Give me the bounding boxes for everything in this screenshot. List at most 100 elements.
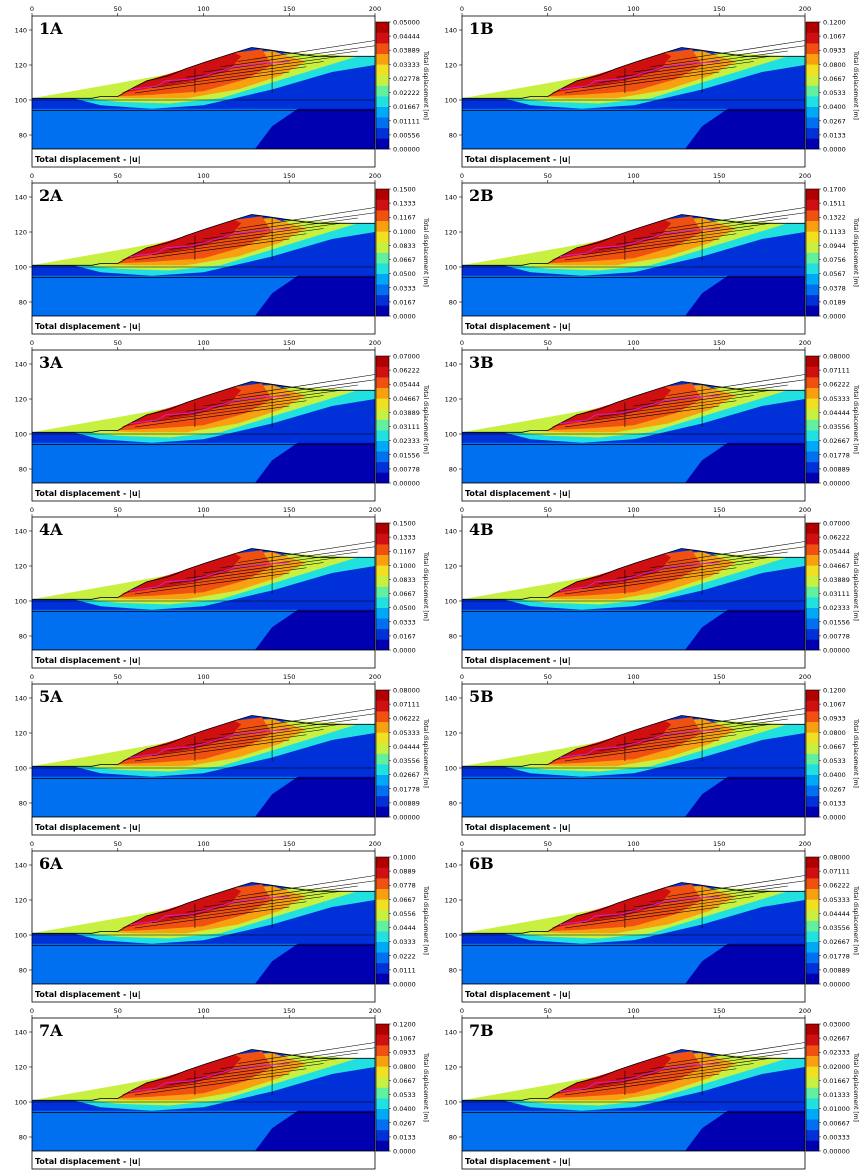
- colorbar-frame: [375, 355, 390, 484]
- colorbar-segment: [806, 377, 819, 389]
- colorbar-tick-label: 0.0567: [823, 270, 846, 278]
- sky-area: [462, 517, 805, 600]
- colorbar-segment: [376, 1076, 389, 1088]
- soil-nail-line: [152, 734, 307, 757]
- colorbar-segment: [806, 857, 819, 868]
- x-tick-label: 50: [544, 172, 552, 180]
- y-tick-label: 100: [445, 598, 457, 606]
- colorbar-tick-label: 0.02667: [823, 437, 850, 445]
- soil-nail-line: [134, 906, 290, 929]
- colorbar-segment: [376, 263, 389, 274]
- colorbar-tick-label: 0.0111: [393, 966, 416, 974]
- colorbar-title: Total displacement [m]: [422, 1052, 429, 1122]
- colorbar-tick-label: 0.0833: [393, 242, 416, 250]
- soil-nail-line: [564, 906, 720, 929]
- x-tick-label: 200: [799, 172, 811, 180]
- colorbar-tick-label: 0.04444: [393, 33, 420, 41]
- soil-nail-line: [220, 1047, 376, 1070]
- colorbar-segment: [806, 575, 819, 587]
- x-tick-label: 150: [283, 673, 295, 681]
- colorbar-segment: [806, 753, 819, 765]
- colorbar-segment: [806, 806, 819, 818]
- panel-label: 6B: [469, 854, 494, 873]
- soil-nail-line: [667, 875, 806, 897]
- footer-box: [31, 649, 376, 669]
- footer-label: Total displacement - |u|: [35, 322, 141, 331]
- y-tick-label: 100: [15, 765, 27, 773]
- colorbar-segment: [376, 127, 389, 139]
- soil-nail-line: [667, 40, 806, 62]
- colorbar-segment: [806, 888, 819, 900]
- displacement-panel-3b: Total displacement - |u| 0 50 100 150 200 140 1…: [445, 339, 859, 502]
- low-displacement-zone: [685, 935, 805, 984]
- colorbar-tick-label: 0.06222: [393, 715, 420, 723]
- colorbar-title: Total displacement [m]: [852, 718, 859, 788]
- sky-area: [462, 684, 805, 767]
- colorbar-segment: [806, 909, 819, 921]
- footer-label: Total displacement - |u|: [35, 990, 141, 999]
- soil-nail-line: [220, 880, 376, 903]
- colorbar-tick-label: 0.1167: [393, 548, 416, 556]
- y-tick-label: 120: [445, 1064, 457, 1072]
- colorbar-segment: [376, 440, 389, 452]
- soil-nail-line: [564, 71, 720, 94]
- colorbar-tick-label: 0.0667: [393, 256, 416, 264]
- contour-band-5: [551, 386, 672, 427]
- colorbar-tick-label: 0.01333: [823, 1091, 850, 1099]
- footer-box: [461, 1150, 806, 1170]
- soil-nail-line: [134, 238, 290, 261]
- x-tick-label: 200: [799, 5, 811, 13]
- soil-nail-line: [650, 212, 806, 235]
- colorbar-segment: [806, 127, 819, 139]
- colorbar-segment: [376, 899, 389, 911]
- x-tick-label: 0: [30, 339, 34, 347]
- colorbar-segment: [806, 711, 819, 723]
- contour-band-5: [551, 553, 672, 594]
- colorbar-segment: [806, 64, 819, 76]
- colorbar-segment: [806, 273, 819, 285]
- colorbar-title: Total displacement [m]: [852, 50, 859, 120]
- panel-label: 4B: [469, 520, 494, 539]
- colorbar-tick-label: 0.00000: [823, 1148, 850, 1156]
- colorbar-tick-label: 0.0667: [393, 896, 416, 904]
- colorbar-frame: [805, 355, 820, 484]
- colorbar-segment: [806, 138, 819, 150]
- low-displacement-zone: [685, 434, 805, 483]
- panel-label: 6A: [39, 854, 63, 873]
- colorbar-tick-label: 0.0000: [393, 313, 416, 321]
- colorbar-tick-label: 0.0000: [393, 981, 416, 989]
- colorbar-tick-label: 0.1133: [823, 228, 846, 236]
- colorbar-segment: [806, 305, 819, 317]
- footer-box: [31, 482, 376, 502]
- x-tick-label: 200: [369, 840, 381, 848]
- colorbar-tick-label: 0.0500: [393, 604, 416, 612]
- colorbar-tick-label: 0.0933: [393, 1049, 416, 1057]
- colorbar-tick-label: 0.08000: [393, 687, 420, 695]
- colorbar-tick-label: 0.00000: [393, 480, 420, 488]
- soil-nail-line: [667, 541, 806, 563]
- x-tick-label: 150: [713, 339, 725, 347]
- x-tick-label: 100: [627, 673, 639, 681]
- x-tick-label: 100: [197, 840, 209, 848]
- x-tick-label: 150: [283, 1007, 295, 1015]
- x-tick-label: 50: [114, 5, 122, 13]
- sky-area: [462, 183, 805, 266]
- colorbar-tick-label: 0.0533: [823, 757, 846, 765]
- y-tick-label: 80: [19, 633, 27, 641]
- colorbar-tick-label: 0.02778: [393, 75, 420, 83]
- colorbar-segment: [376, 607, 389, 619]
- colorbar-tick-label: 0.08000: [823, 854, 850, 862]
- colorbar-segment: [376, 1066, 389, 1078]
- colorbar-title: Total displacement [m]: [422, 718, 429, 788]
- slip-surface-line: [129, 896, 290, 925]
- colorbar-segment: [806, 252, 819, 264]
- colorbar-segment: [376, 43, 389, 55]
- sky-area: [32, 517, 375, 600]
- colorbar-tick-label: 0.1200: [823, 19, 846, 27]
- panel-label: 1B: [469, 19, 494, 38]
- colorbar-segment: [376, 575, 389, 587]
- colorbar-segment: [806, 533, 819, 545]
- colorbar-frame: [375, 689, 390, 818]
- colorbar-tick-label: 0.0378: [823, 284, 846, 292]
- colorbar-title: Total displacement [m]: [422, 217, 429, 287]
